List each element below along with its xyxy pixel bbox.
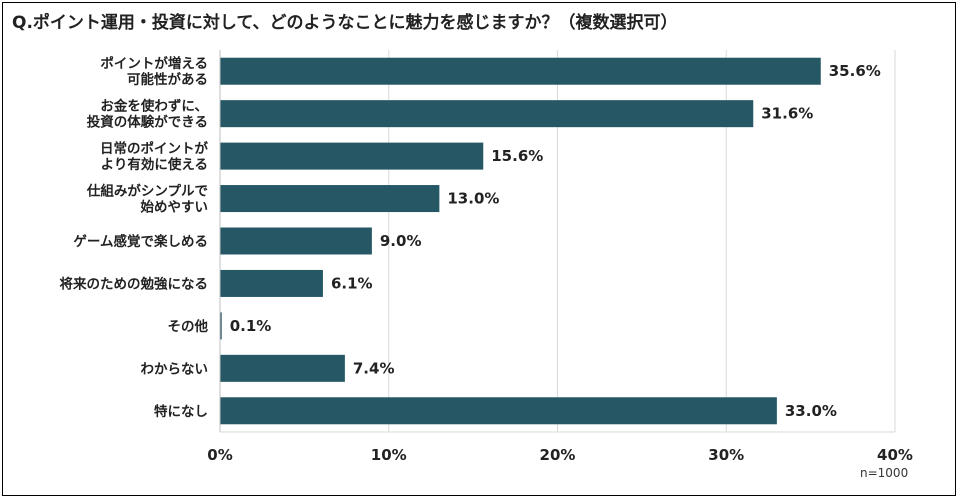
- bar: [220, 57, 821, 85]
- bar: [220, 227, 372, 255]
- data-label: 31.6%: [761, 105, 813, 123]
- x-tick-label: 20%: [540, 446, 576, 464]
- data-label: 7.4%: [353, 359, 395, 377]
- bar: [220, 185, 440, 213]
- sample-size-note: n=1000: [860, 466, 909, 480]
- chart-title: Q.ポイント運用・投資に対して、どのようなことに魅力を感じますか？（複数選択可）: [12, 13, 678, 33]
- data-label: 6.1%: [331, 274, 373, 292]
- category-label: 将来のための勉強になる: [60, 275, 209, 292]
- data-label: 33.0%: [785, 402, 837, 420]
- category-label: お金を使わずに、: [100, 98, 208, 115]
- bar: [220, 269, 323, 297]
- category-label: 特になし: [154, 403, 208, 420]
- category-label: 可能性がある: [127, 71, 208, 88]
- category-label: その他: [168, 318, 209, 335]
- x-tick-label: 40%: [877, 446, 913, 464]
- category-label: 投資の体験ができる: [87, 114, 208, 131]
- category-label: ポイントが増える: [100, 55, 208, 72]
- category-label: ゲーム感覚で楽しめる: [73, 233, 208, 250]
- data-label: 0.1%: [230, 317, 272, 335]
- data-label: 15.6%: [491, 147, 543, 165]
- bar: [220, 312, 222, 340]
- category-label: 日常のポイントが: [100, 140, 208, 157]
- data-label: 13.0%: [447, 190, 499, 208]
- bar: [220, 100, 754, 128]
- bar: [220, 354, 345, 382]
- bar: [220, 397, 777, 425]
- category-label: 仕組みがシンプルで: [86, 183, 208, 200]
- x-tick-label: 0%: [207, 446, 232, 464]
- x-tick-label: 10%: [371, 446, 407, 464]
- category-label: わからない: [141, 361, 209, 377]
- bar: [220, 142, 484, 170]
- x-tick-label: 30%: [708, 446, 744, 464]
- category-label: より有効に使える: [101, 156, 208, 173]
- data-label: 35.6%: [829, 62, 881, 80]
- category-label: 始めやすい: [141, 199, 209, 216]
- data-label: 9.0%: [380, 232, 422, 250]
